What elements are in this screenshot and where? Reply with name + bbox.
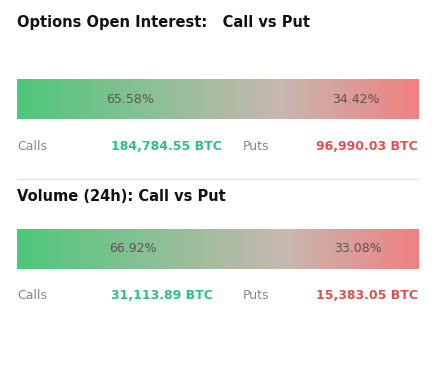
- Text: Volume (24h): Call vs Put: Volume (24h): Call vs Put: [17, 190, 225, 204]
- Text: 34.42%: 34.42%: [332, 93, 379, 106]
- Text: Puts: Puts: [243, 140, 269, 153]
- Text: Calls: Calls: [17, 140, 47, 153]
- Text: Puts: Puts: [243, 289, 269, 302]
- Text: 65.58%: 65.58%: [106, 93, 154, 106]
- Text: 96,990.03 BTC: 96,990.03 BTC: [316, 140, 417, 153]
- Text: Calls: Calls: [17, 289, 47, 302]
- Text: 66.92%: 66.92%: [108, 242, 156, 255]
- Text: 15,383.05 BTC: 15,383.05 BTC: [316, 289, 417, 302]
- Text: 184,784.55 BTC: 184,784.55 BTC: [111, 140, 221, 153]
- Text: 33.08%: 33.08%: [334, 242, 381, 255]
- Text: Options Open Interest:   Call vs Put: Options Open Interest: Call vs Put: [17, 15, 309, 30]
- Text: 31,113.89 BTC: 31,113.89 BTC: [111, 289, 212, 302]
